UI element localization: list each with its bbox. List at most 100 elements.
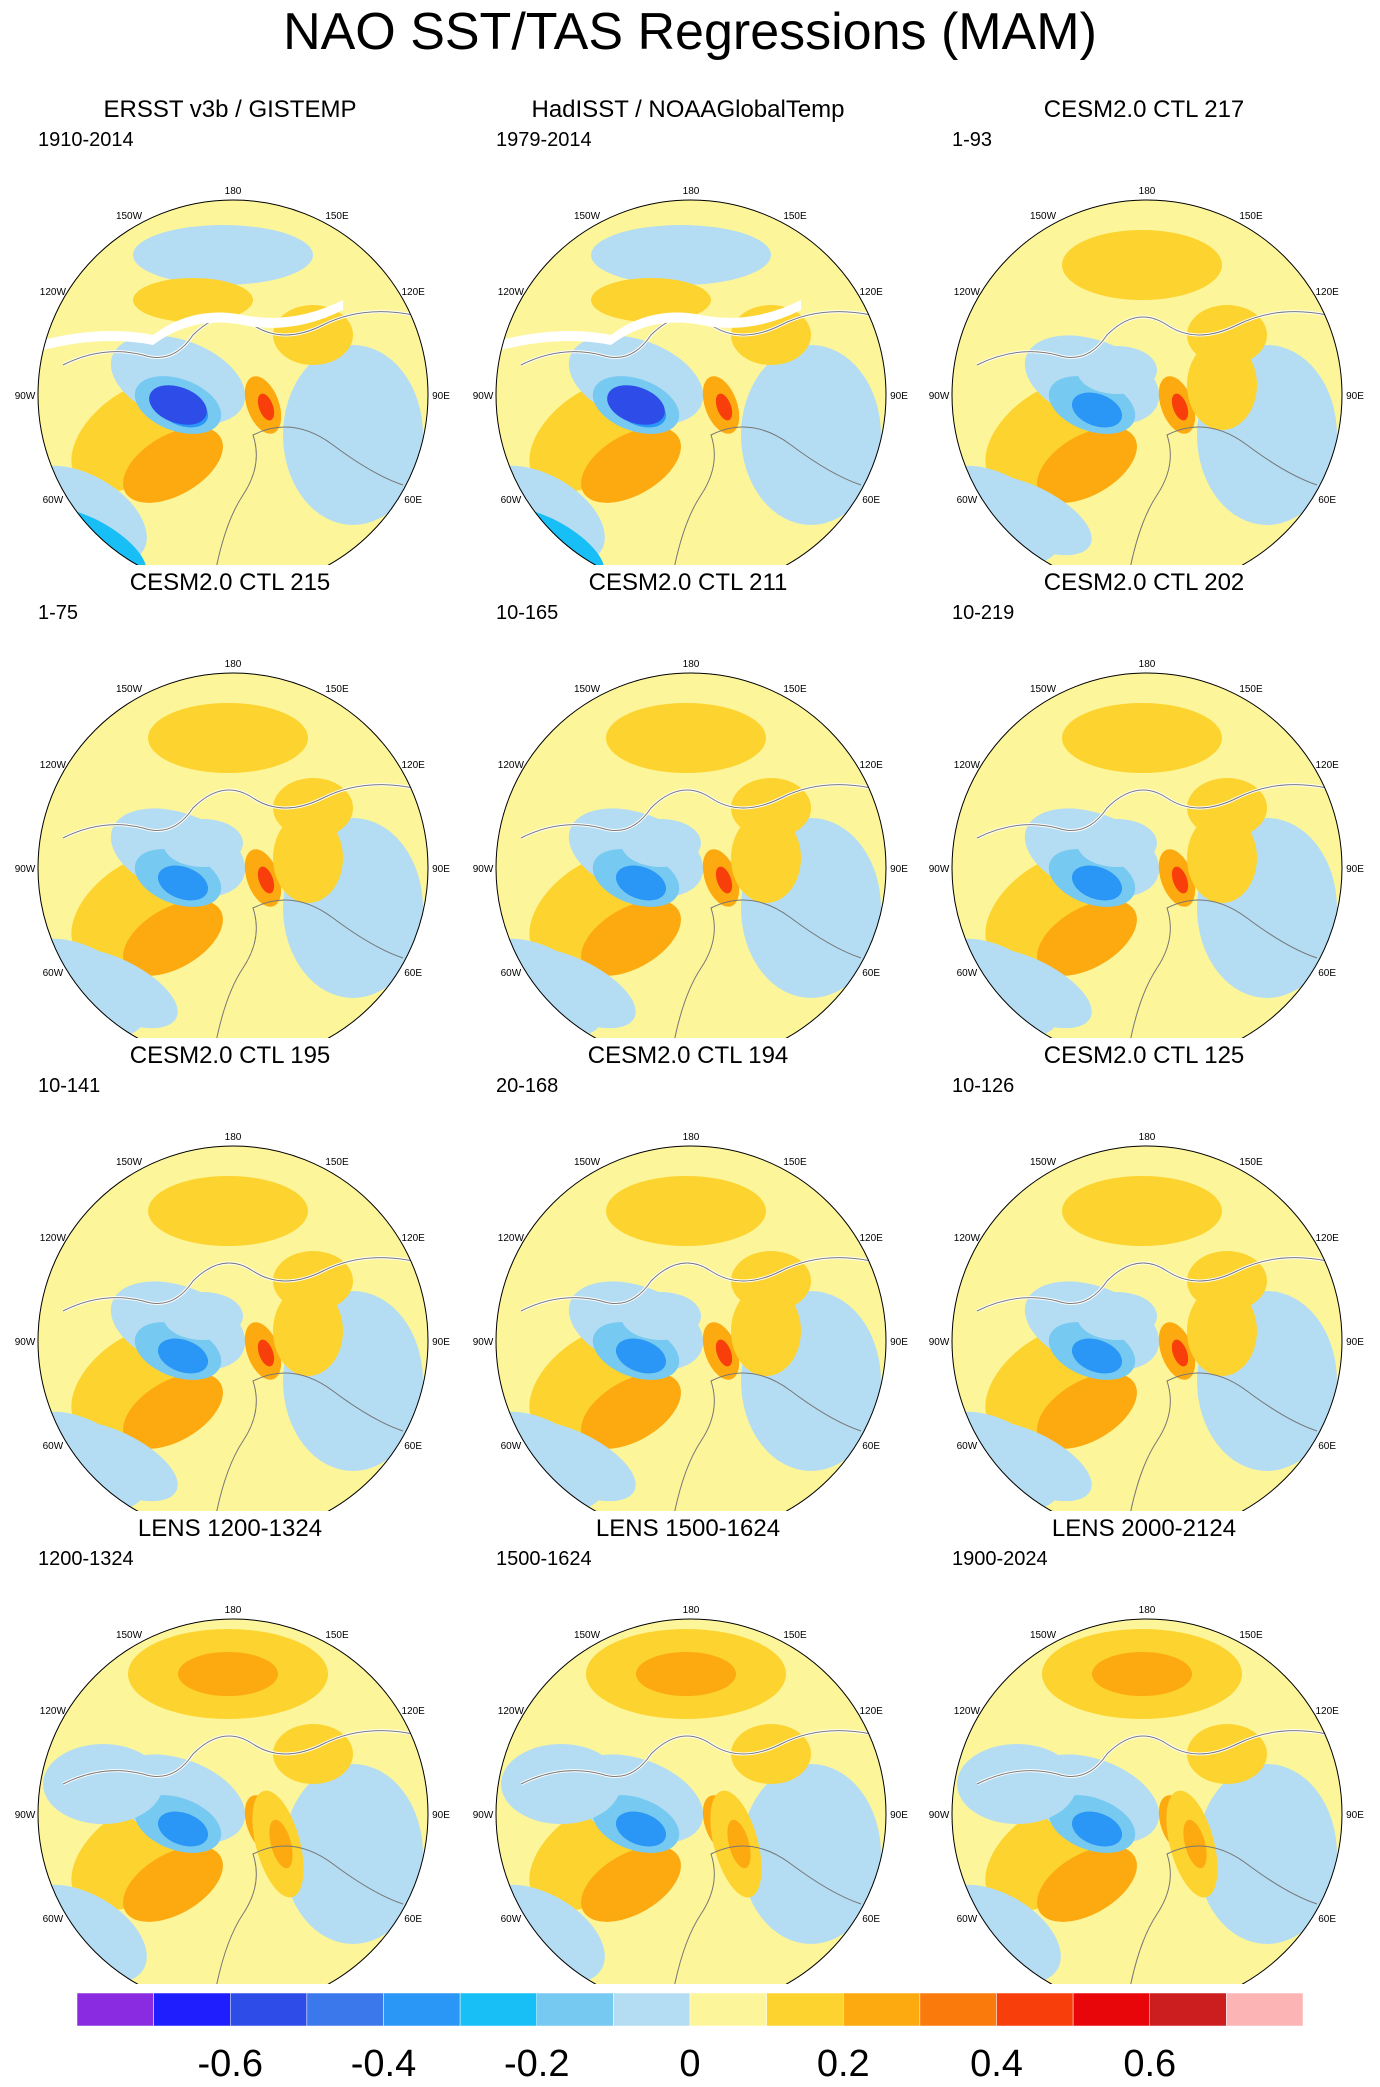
longitude-label: 120E — [859, 1233, 883, 1244]
longitude-label: 180 — [683, 186, 700, 197]
longitude-label: 150E — [1239, 684, 1263, 695]
coastline — [670, 1845, 862, 1984]
coastline — [1126, 426, 1318, 565]
polar-map: 180150W120W90W60W30W030E60E90E120E150E — [929, 186, 1364, 565]
anomaly-region — [1077, 819, 1157, 867]
longitude-label: 90W — [15, 1810, 36, 1821]
coastline — [62, 1730, 414, 1785]
missing-data-mask — [43, 300, 343, 350]
anomaly-region — [273, 813, 343, 903]
longitude-label: 120E — [401, 1706, 425, 1717]
longitude-label: 180 — [225, 1132, 242, 1143]
coastline — [62, 1257, 414, 1312]
anomaly-region — [621, 819, 701, 867]
anomaly-region — [957, 1744, 1077, 1824]
longitude-label: 90E — [1346, 1337, 1364, 1348]
anomaly-region — [1171, 1339, 1189, 1367]
anomaly-region — [133, 225, 313, 285]
anomaly-region — [731, 1286, 801, 1376]
polar-map: 180150W120W90W60W30W030E60E90E120E150E — [473, 186, 908, 565]
map-boundary — [37, 199, 429, 565]
anomaly-region — [123, 900, 223, 976]
colorbar-swatch — [766, 1992, 844, 2027]
anomaly-region — [269, 1819, 293, 1869]
longitude-label: 120W — [954, 1233, 981, 1244]
longitude-label: 150W — [574, 1157, 601, 1168]
anomaly-region — [149, 385, 207, 425]
anomaly-region — [715, 866, 733, 894]
panel-period-label: 10-219 — [952, 602, 1015, 624]
longitude-label: 60E — [1318, 968, 1336, 979]
colorbar-swatch — [1072, 1992, 1150, 2027]
colorbar-swatch — [536, 1992, 614, 2027]
anomaly-region — [157, 1811, 209, 1847]
anomaly-region — [157, 1338, 209, 1374]
longitude-label: 60W — [43, 1914, 64, 1925]
longitude-label: 60E — [1318, 1441, 1336, 1452]
longitude-label: 60E — [862, 1441, 880, 1452]
polar-map: 180150W120W90W60W30W030E60E90E120E150E — [473, 659, 908, 1038]
longitude-label: 150E — [325, 684, 349, 695]
anomaly-region — [962, 474, 1092, 556]
longitude-label: 60W — [957, 1441, 978, 1452]
longitude-label: 90W — [473, 864, 494, 875]
longitude-label: 90W — [473, 1810, 494, 1821]
polar-map: 180150W120W90W60W30W030E60E90E120E150E — [929, 1605, 1364, 1984]
anomaly-region — [1037, 1373, 1137, 1449]
anomaly-region — [273, 1286, 343, 1376]
anomaly-region — [731, 813, 801, 903]
coastline — [520, 784, 872, 839]
coastline — [1126, 899, 1318, 1038]
anomaly-region — [506, 1420, 636, 1502]
longitude-label: 150W — [1030, 684, 1057, 695]
panel-title: LENS 1500-1624 — [595, 1515, 781, 1542]
longitude-label: 90E — [1346, 864, 1364, 875]
colorbar-tick-label: -0.2 — [504, 2043, 569, 2085]
anomaly-region — [1037, 900, 1137, 976]
anomaly-region — [741, 345, 881, 525]
anomaly-region — [1071, 392, 1123, 428]
longitude-label: 60E — [862, 495, 880, 506]
longitude-label: 150W — [1030, 1157, 1057, 1168]
panel-title: ERSST v3b / GISTEMP — [103, 96, 357, 123]
anomaly-region — [1197, 1764, 1337, 1944]
polar-map: 180150W120W90W60W30W030E60E90E120E150E — [473, 1605, 908, 1984]
longitude-label: 150W — [1030, 1630, 1057, 1641]
coastline — [976, 1257, 1328, 1312]
anomaly-region — [581, 1846, 681, 1922]
longitude-label: 150W — [574, 684, 601, 695]
longitude-label: 90W — [929, 1810, 950, 1821]
coastline — [520, 1730, 872, 1785]
colorbar-tick-label: 0.2 — [817, 2043, 870, 2085]
panel-period-label: 10-126 — [952, 1075, 1015, 1097]
anomaly-region — [606, 1176, 766, 1246]
map-boundary — [37, 1145, 429, 1511]
longitude-label: 120W — [40, 1706, 67, 1717]
map-panel: CESM2.0 CTL 21110-165180150W120W90W60W30… — [458, 568, 918, 1038]
panel-period-label: 1500-1624 — [496, 1548, 592, 1570]
anomaly-region — [283, 1764, 423, 1944]
longitude-label: 60W — [43, 968, 64, 979]
anomaly-region — [43, 1744, 163, 1824]
coastline — [1126, 1845, 1318, 1984]
anomaly-region — [1062, 703, 1222, 773]
longitude-label: 90E — [432, 391, 450, 402]
longitude-label: 180 — [225, 659, 242, 670]
anomaly-region — [1037, 1846, 1137, 1922]
map-panel: LENS 1200-1324 1200-1324 180 150W 120W 90W 60W… — [0, 1514, 460, 1984]
panel-title: CESM2.0 CTL 217 — [1043, 96, 1245, 123]
longitude-label: 60E — [862, 1914, 880, 1925]
coastline — [976, 784, 1328, 839]
longitude-label: 120E — [401, 287, 425, 298]
longitude-label: 120W — [498, 1706, 525, 1717]
coastline — [976, 1730, 1328, 1785]
longitude-label: 60W — [501, 1914, 522, 1925]
colorbar-swatch — [459, 1992, 537, 2027]
coastline — [212, 1845, 404, 1984]
colorbar-swatch — [843, 1992, 921, 2027]
anomaly-region — [48, 1420, 178, 1502]
longitude-label: 120E — [1315, 1706, 1339, 1717]
longitude-label: 180 — [1139, 1132, 1156, 1143]
figure-title: NAO SST/TAS Regressions (MAM) — [283, 3, 1097, 61]
longitude-label: 120E — [1315, 287, 1339, 298]
